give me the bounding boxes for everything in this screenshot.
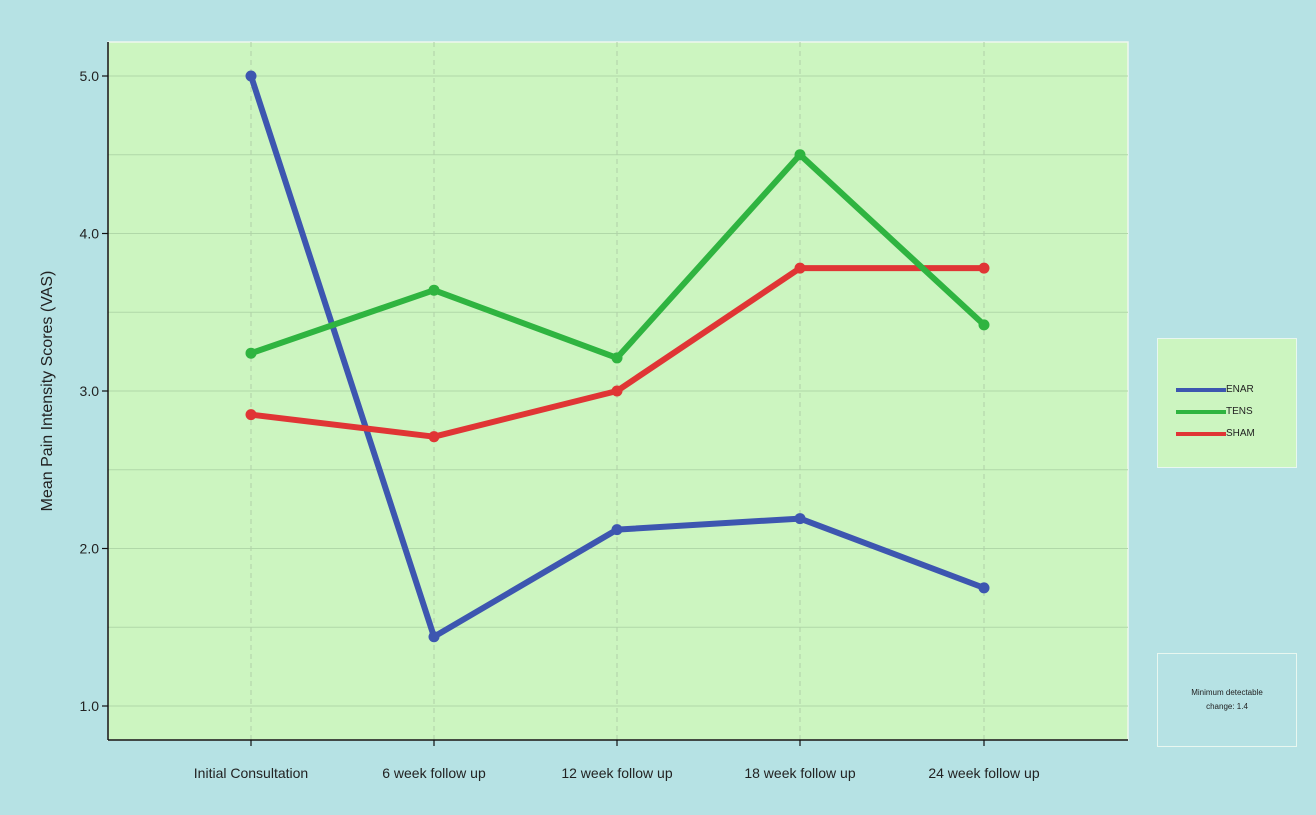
y-tick-label: 1.0 (80, 698, 100, 714)
legend-swatch-tens (1176, 410, 1226, 414)
data-point-tens (428, 284, 440, 296)
legend-item-tens: TENS (1176, 405, 1296, 419)
data-point-sham (245, 409, 257, 421)
y-tick-label: 5.0 (80, 68, 100, 84)
data-point-sham (428, 431, 440, 443)
data-point-sham (611, 385, 623, 397)
data-point-tens (794, 149, 806, 161)
legend-label-enar: ENAR (1226, 384, 1254, 395)
data-point-enar (978, 582, 990, 594)
legend-swatch-sham (1176, 432, 1226, 436)
y-tick-label: 2.0 (80, 541, 100, 557)
y-axis-label: Mean Pain Intensity Scores (VAS) (39, 271, 56, 512)
x-tick-label: 18 week follow up (744, 765, 856, 781)
x-tick-label: 12 week follow up (561, 765, 673, 781)
data-point-tens (978, 319, 990, 331)
legend: ENAR TENS SHAM (1157, 338, 1297, 468)
y-tick-label: 4.0 (80, 226, 100, 242)
legend-item-sham: SHAM (1176, 427, 1296, 441)
data-point-enar (245, 70, 257, 82)
legend-label-tens: TENS (1226, 406, 1253, 417)
annotation-box: Minimum detectable change: 1.4 (1157, 653, 1297, 747)
x-tick-label: 24 week follow up (928, 765, 1040, 781)
data-point-sham (794, 262, 806, 274)
legend-label-sham: SHAM (1226, 428, 1255, 439)
legend-item-enar: ENAR (1176, 383, 1296, 397)
data-point-enar (794, 513, 806, 525)
data-point-enar (428, 631, 440, 643)
y-tick-label: 3.0 (80, 383, 100, 399)
data-point-tens (245, 347, 257, 359)
x-tick-label: 6 week follow up (382, 765, 486, 781)
x-tick-label: Initial Consultation (194, 765, 308, 781)
data-point-enar (611, 524, 623, 536)
annotation-text: Minimum detectable change: 1.4 (1191, 688, 1263, 711)
legend-swatch-enar (1176, 388, 1226, 392)
data-point-tens (611, 352, 623, 364)
data-point-sham (978, 262, 990, 274)
